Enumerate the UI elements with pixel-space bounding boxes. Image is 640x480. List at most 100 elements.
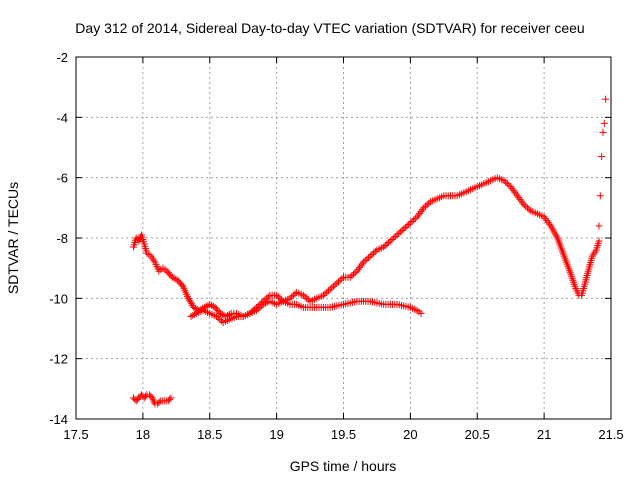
data-point [336, 276, 344, 284]
data-point [187, 312, 195, 320]
x-tick-label: 20.5 [465, 427, 490, 442]
data-point [303, 294, 311, 302]
data-point [208, 301, 216, 309]
data-point [346, 273, 354, 281]
data-point [356, 264, 364, 272]
data-point [520, 201, 528, 209]
data-point [515, 194, 523, 202]
data-point [406, 219, 414, 227]
data-point [170, 274, 178, 282]
data-point [190, 303, 198, 311]
data-point [184, 294, 192, 302]
data-point [185, 296, 193, 304]
data-point [380, 243, 388, 251]
data-point [351, 269, 359, 277]
data-point [368, 251, 376, 259]
data-point [323, 288, 331, 296]
data-point [405, 220, 413, 228]
data-point [216, 309, 224, 317]
data-point [391, 232, 399, 240]
data-point [401, 223, 409, 231]
data-point [251, 305, 259, 313]
data-point [360, 258, 368, 266]
data-point [218, 310, 226, 318]
data-point [216, 315, 224, 323]
data-point [189, 311, 197, 319]
x-tick-label: 19 [269, 427, 283, 442]
y-tick-label: -2 [56, 50, 68, 65]
data-point [299, 291, 307, 299]
data-point [543, 217, 551, 225]
data-point [516, 195, 524, 203]
data-point [334, 278, 342, 286]
data-point [167, 394, 175, 402]
data-point [274, 293, 282, 301]
data-point [410, 216, 418, 224]
data-point [155, 398, 163, 406]
y-tick-label: -6 [56, 171, 68, 186]
data-point [513, 192, 521, 200]
data-point [417, 309, 425, 317]
data-point [354, 265, 362, 273]
data-point [191, 304, 199, 312]
data-point [390, 234, 398, 242]
data-point [398, 226, 406, 234]
data-point [186, 298, 194, 306]
data-point [381, 242, 389, 250]
data-point [517, 197, 525, 205]
data-point [595, 237, 603, 245]
data-point [212, 312, 220, 320]
y-tick-labels: -2 -4 -6 -8 -10 -12 -14 [49, 50, 68, 427]
y-tick-label: -4 [56, 110, 68, 125]
data-point [519, 199, 527, 207]
x-tick-label: 18 [136, 427, 150, 442]
data-point [326, 285, 334, 293]
data-point [147, 392, 155, 400]
data-point [288, 293, 296, 301]
data-point [545, 220, 553, 228]
data-point [358, 260, 366, 268]
data-point [329, 282, 337, 290]
data-point [383, 240, 391, 248]
data-point [425, 199, 433, 207]
x-tick-label: 20 [403, 427, 417, 442]
data-point [331, 281, 339, 289]
data-point [286, 294, 294, 302]
data-point [500, 177, 508, 185]
data-point [416, 209, 424, 217]
data-point [328, 284, 336, 292]
data-point [324, 287, 332, 295]
y-tick-label: -14 [49, 412, 68, 427]
data-point [350, 270, 358, 278]
data-point [413, 213, 421, 221]
data-point [200, 303, 208, 311]
data-point [512, 190, 520, 198]
data-point [321, 290, 329, 298]
data-point [188, 300, 196, 308]
data-point [289, 291, 297, 299]
data-point [596, 192, 604, 200]
data-point [523, 204, 531, 212]
data-point [598, 153, 606, 161]
x-tick-label: 18.5 [197, 427, 222, 442]
data-point [202, 302, 210, 310]
data-point [411, 214, 419, 222]
x-tick-label: 21.5 [598, 427, 623, 442]
data-point [168, 273, 176, 281]
x-tick-labels: 17.5 18 18.5 19 19.5 20 20.5 21 21.5 [63, 427, 623, 442]
data-point [256, 300, 264, 308]
data-point [505, 181, 513, 189]
data-point [502, 178, 510, 186]
data-point [259, 297, 267, 305]
data-point [386, 237, 394, 245]
data-point [511, 188, 519, 196]
x-tick-label: 19.5 [331, 427, 356, 442]
y-tick-label: -12 [49, 352, 68, 367]
x-axis-label: GPS time / hours [290, 458, 397, 474]
data-point [301, 293, 309, 301]
x-tick-label: 21 [537, 427, 551, 442]
data-point [420, 204, 428, 212]
data-point [258, 299, 266, 307]
x-tick-label: 17.5 [63, 427, 88, 442]
data-point [191, 310, 199, 318]
